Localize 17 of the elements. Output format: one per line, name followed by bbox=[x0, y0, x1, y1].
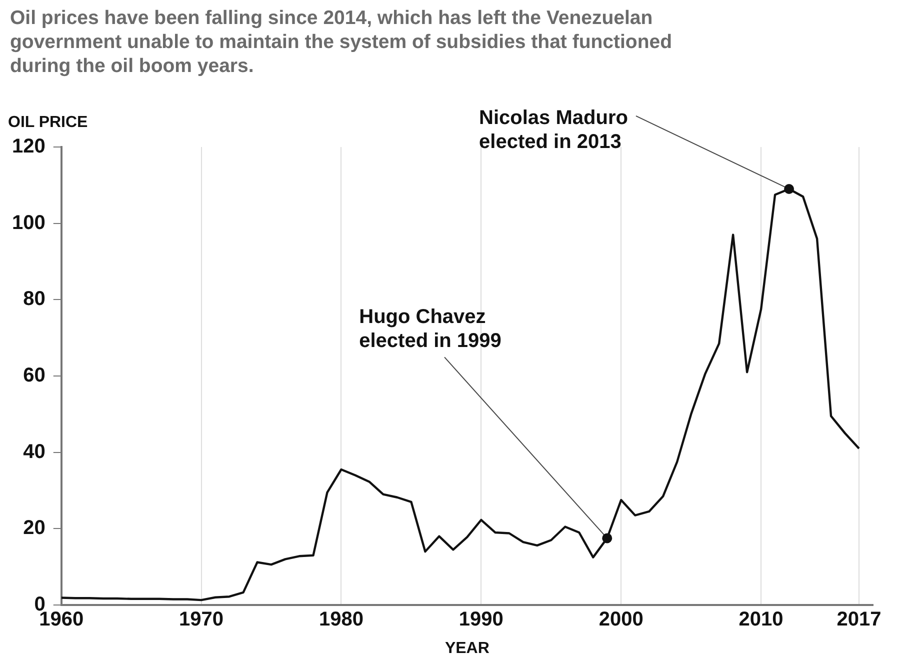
y-axis-title: OIL PRICE bbox=[8, 114, 88, 131]
x-axis-title: YEAR bbox=[444, 640, 490, 657]
y-tick-label: 120 bbox=[12, 136, 46, 158]
y-tick-label: 60 bbox=[23, 364, 46, 387]
x-tick-label: 2000 bbox=[598, 608, 644, 631]
y-tick-label: 40 bbox=[23, 440, 46, 463]
x-tick-label: 2010 bbox=[738, 608, 784, 631]
x-tick-label: 2017 bbox=[836, 608, 882, 631]
annotation: Nicolas Maduro elected in 2013 bbox=[479, 106, 628, 153]
y-tick-label: 80 bbox=[23, 288, 46, 310]
x-tick-label: 1970 bbox=[179, 608, 224, 631]
y-tick-label: 100 bbox=[12, 212, 46, 234]
chart-title: Oil prices have been falling since 2014, which has left the Venezuelan government unable to maintain the system of subsidies that functioned during the oil boom years. bbox=[10, 6, 674, 78]
x-tick-label: 1990 bbox=[458, 608, 504, 631]
x-tick-label: 1980 bbox=[318, 608, 364, 631]
annotation: Hugo Chavez elected in 1999 bbox=[359, 306, 502, 352]
y-tick-label: 20 bbox=[23, 517, 46, 540]
